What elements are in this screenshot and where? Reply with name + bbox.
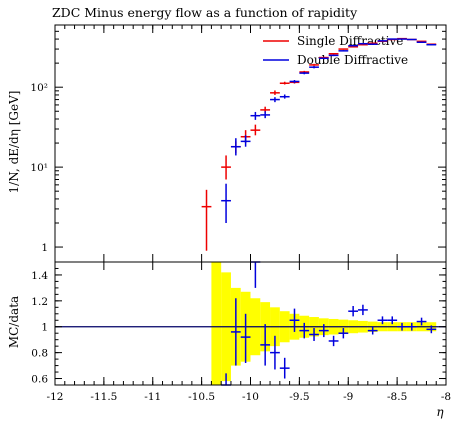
x-tick-label: -9.5 — [289, 391, 309, 403]
legend: Single Diffractive Double Diffractive — [263, 34, 408, 67]
x-tick-label: -8 — [441, 391, 451, 403]
x-tick-label: -11 — [144, 391, 161, 403]
ratio-y-tick-label: 1.2 — [31, 296, 48, 308]
uncertainty-band-bin — [211, 262, 222, 385]
x-tick-label: -11.5 — [90, 391, 117, 403]
ratio-y-tick-label: 1.4 — [31, 270, 48, 282]
x-tick-label: -10 — [242, 391, 259, 403]
main-y-tick-label: 1 — [41, 242, 48, 254]
legend-label-double: Double Diffractive — [297, 53, 408, 67]
x-tick-label: -9 — [343, 391, 353, 403]
main-y-axis-label: 1/N, dE/dη [GeV] — [7, 91, 21, 194]
x-tick-label: -10.5 — [188, 391, 215, 403]
main-y-tick-label: 10² — [30, 82, 48, 94]
x-tick-label: -12 — [47, 391, 64, 403]
main-y-tick-label: 10¹ — [30, 162, 48, 174]
ratio-y-tick-label: 0.6 — [31, 374, 48, 386]
ratio-y-tick-label: 0.8 — [31, 348, 48, 360]
x-tick-label: -8.5 — [387, 391, 407, 403]
chart-title: ZDC Minus energy flow as a function of r… — [52, 5, 358, 20]
ratio-y-axis-label: MC/data — [7, 296, 21, 348]
x-axis-label: η — [436, 405, 444, 419]
ratio-y-tick-label: 1 — [41, 322, 48, 334]
